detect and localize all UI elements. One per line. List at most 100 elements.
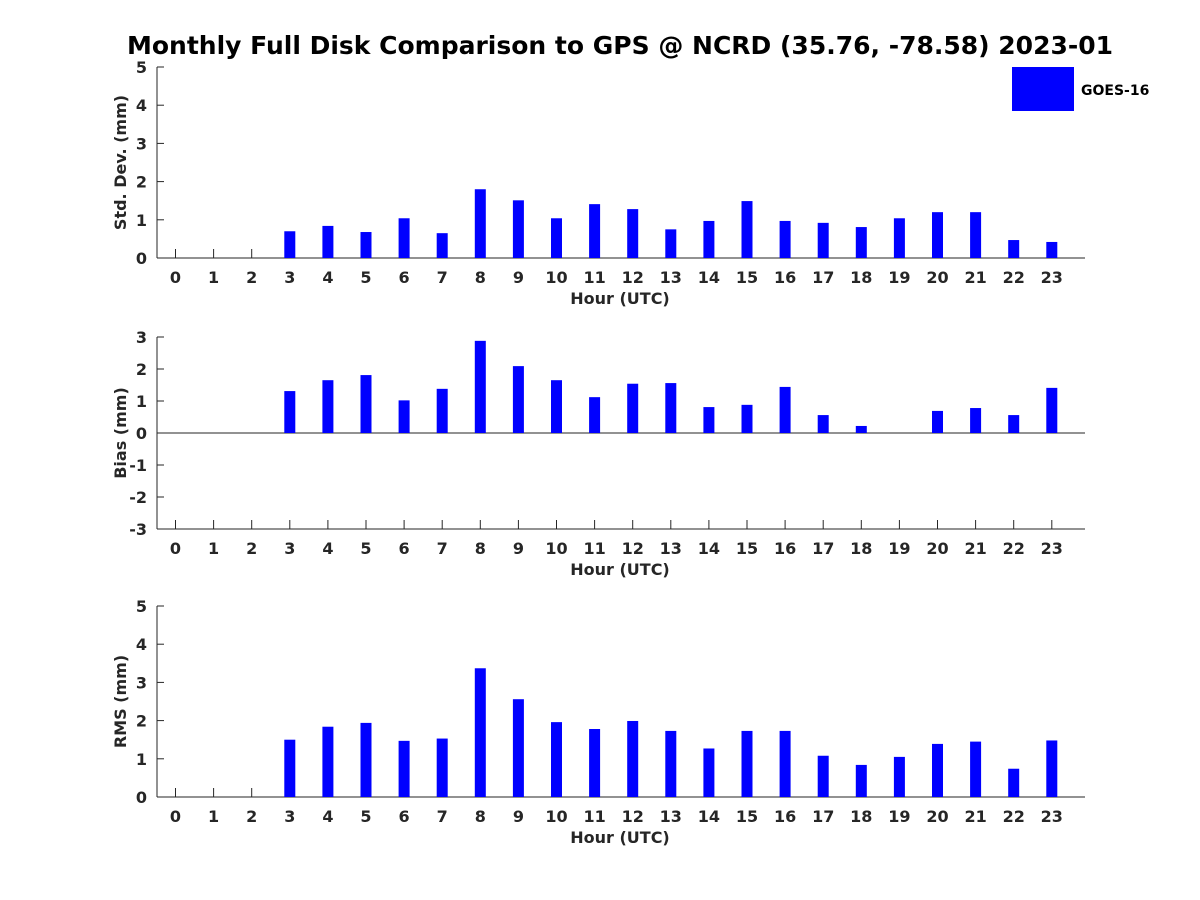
bar-hour-3 <box>284 739 296 797</box>
bar-hour-3 <box>284 391 296 433</box>
bar-hour-5 <box>360 232 372 258</box>
x-tick-label: 4 <box>322 539 333 558</box>
x-tick-label: 20 <box>926 268 948 287</box>
x-tick-label: 21 <box>964 268 986 287</box>
legend: GOES-16 <box>1012 67 1149 111</box>
bar-hour-14 <box>703 748 715 797</box>
bar-hour-8 <box>474 189 486 258</box>
bar-hour-12 <box>627 383 639 433</box>
x-tick-label: 8 <box>475 807 486 826</box>
x-tick-label: 21 <box>964 539 986 558</box>
x-tick-label: 19 <box>888 268 910 287</box>
x-tick-label: 14 <box>698 539 720 558</box>
x-tick-label: 2 <box>246 539 257 558</box>
bar-hour-7 <box>436 233 448 258</box>
bar-hour-11 <box>589 729 601 797</box>
x-tick-label: 3 <box>284 268 295 287</box>
x-tick-label: 18 <box>850 268 872 287</box>
x-tick-label: 17 <box>812 539 834 558</box>
x-tick-label: 13 <box>660 268 682 287</box>
x-tick-label: 0 <box>170 807 181 826</box>
x-tick-label: 3 <box>284 539 295 558</box>
bar-hour-13 <box>665 383 677 433</box>
bar-hour-5 <box>360 722 372 797</box>
bar-hour-13 <box>665 229 677 258</box>
x-tick-label: 7 <box>437 539 448 558</box>
bar-hour-14 <box>703 407 715 433</box>
x-tick-label: 11 <box>583 268 605 287</box>
bar-hour-18 <box>855 764 867 797</box>
x-tick-label: 22 <box>1003 807 1025 826</box>
bar-hour-4 <box>322 225 334 258</box>
y-tick-label: 2 <box>136 360 147 379</box>
x-tick-label: 6 <box>399 807 410 826</box>
bar-hour-4 <box>322 380 334 433</box>
x-tick-label: 14 <box>698 807 720 826</box>
bar-hour-15 <box>741 730 753 797</box>
x-tick-label: 9 <box>513 807 524 826</box>
bar-hour-23 <box>1046 241 1058 258</box>
x-tick-label: 7 <box>437 268 448 287</box>
x-tick-label: 22 <box>1003 539 1025 558</box>
bar-hour-16 <box>779 386 791 433</box>
x-tick-label: 14 <box>698 268 720 287</box>
y-axis-label: Bias (mm) <box>111 387 130 479</box>
y-tick-label: -3 <box>129 520 147 539</box>
x-tick-label: 13 <box>660 539 682 558</box>
bar-hour-11 <box>589 397 601 433</box>
x-tick-label: 23 <box>1041 539 1063 558</box>
y-tick-label: 2 <box>136 173 147 192</box>
bar-hour-14 <box>703 220 715 258</box>
x-tick-label: 22 <box>1003 268 1025 287</box>
bar-hour-9 <box>512 699 524 797</box>
x-tick-label: 20 <box>926 539 948 558</box>
y-tick-label: 0 <box>136 424 147 443</box>
y-tick-label: 5 <box>136 58 147 77</box>
bar-hour-12 <box>627 209 639 258</box>
x-tick-label: 2 <box>246 268 257 287</box>
x-axis-label: Hour (UTC) <box>570 828 670 847</box>
bar-hour-22 <box>1008 240 1020 258</box>
x-tick-label: 16 <box>774 807 796 826</box>
bar-hour-20 <box>932 743 943 797</box>
x-tick-label: 20 <box>926 807 948 826</box>
x-tick-label: 11 <box>583 539 605 558</box>
x-tick-label: 2 <box>246 807 257 826</box>
bar-hour-21 <box>970 212 982 258</box>
bar-hour-4 <box>322 726 334 797</box>
x-tick-label: 5 <box>360 268 371 287</box>
x-tick-label: 1 <box>208 807 219 826</box>
x-tick-label: 18 <box>850 807 872 826</box>
bar-hour-13 <box>665 730 677 797</box>
x-tick-label: 19 <box>888 807 910 826</box>
bar-hour-10 <box>551 722 562 797</box>
bar-hour-11 <box>589 204 601 258</box>
x-tick-label: 12 <box>622 807 644 826</box>
x-tick-label: 23 <box>1041 268 1063 287</box>
y-tick-label: 5 <box>136 597 147 616</box>
bar-hour-20 <box>932 212 943 258</box>
x-tick-label: 12 <box>622 539 644 558</box>
y-axis-label: RMS (mm) <box>111 655 130 748</box>
x-tick-label: 5 <box>360 539 371 558</box>
bar-hour-10 <box>551 380 562 433</box>
x-tick-label: 8 <box>475 268 486 287</box>
bar-hour-12 <box>627 720 639 797</box>
x-tick-label: 16 <box>774 268 796 287</box>
x-tick-label: 18 <box>850 539 872 558</box>
bar-hour-22 <box>1008 415 1020 433</box>
bar-hour-15 <box>741 404 753 433</box>
bar-hour-21 <box>970 408 982 433</box>
x-tick-label: 1 <box>208 539 219 558</box>
x-tick-label: 5 <box>360 807 371 826</box>
x-tick-label: 3 <box>284 807 295 826</box>
y-tick-label: 0 <box>136 249 147 268</box>
x-tick-label: 8 <box>475 539 486 558</box>
bar-hour-23 <box>1046 740 1058 797</box>
bar-hour-5 <box>360 375 372 433</box>
y-tick-label: 1 <box>136 392 147 411</box>
